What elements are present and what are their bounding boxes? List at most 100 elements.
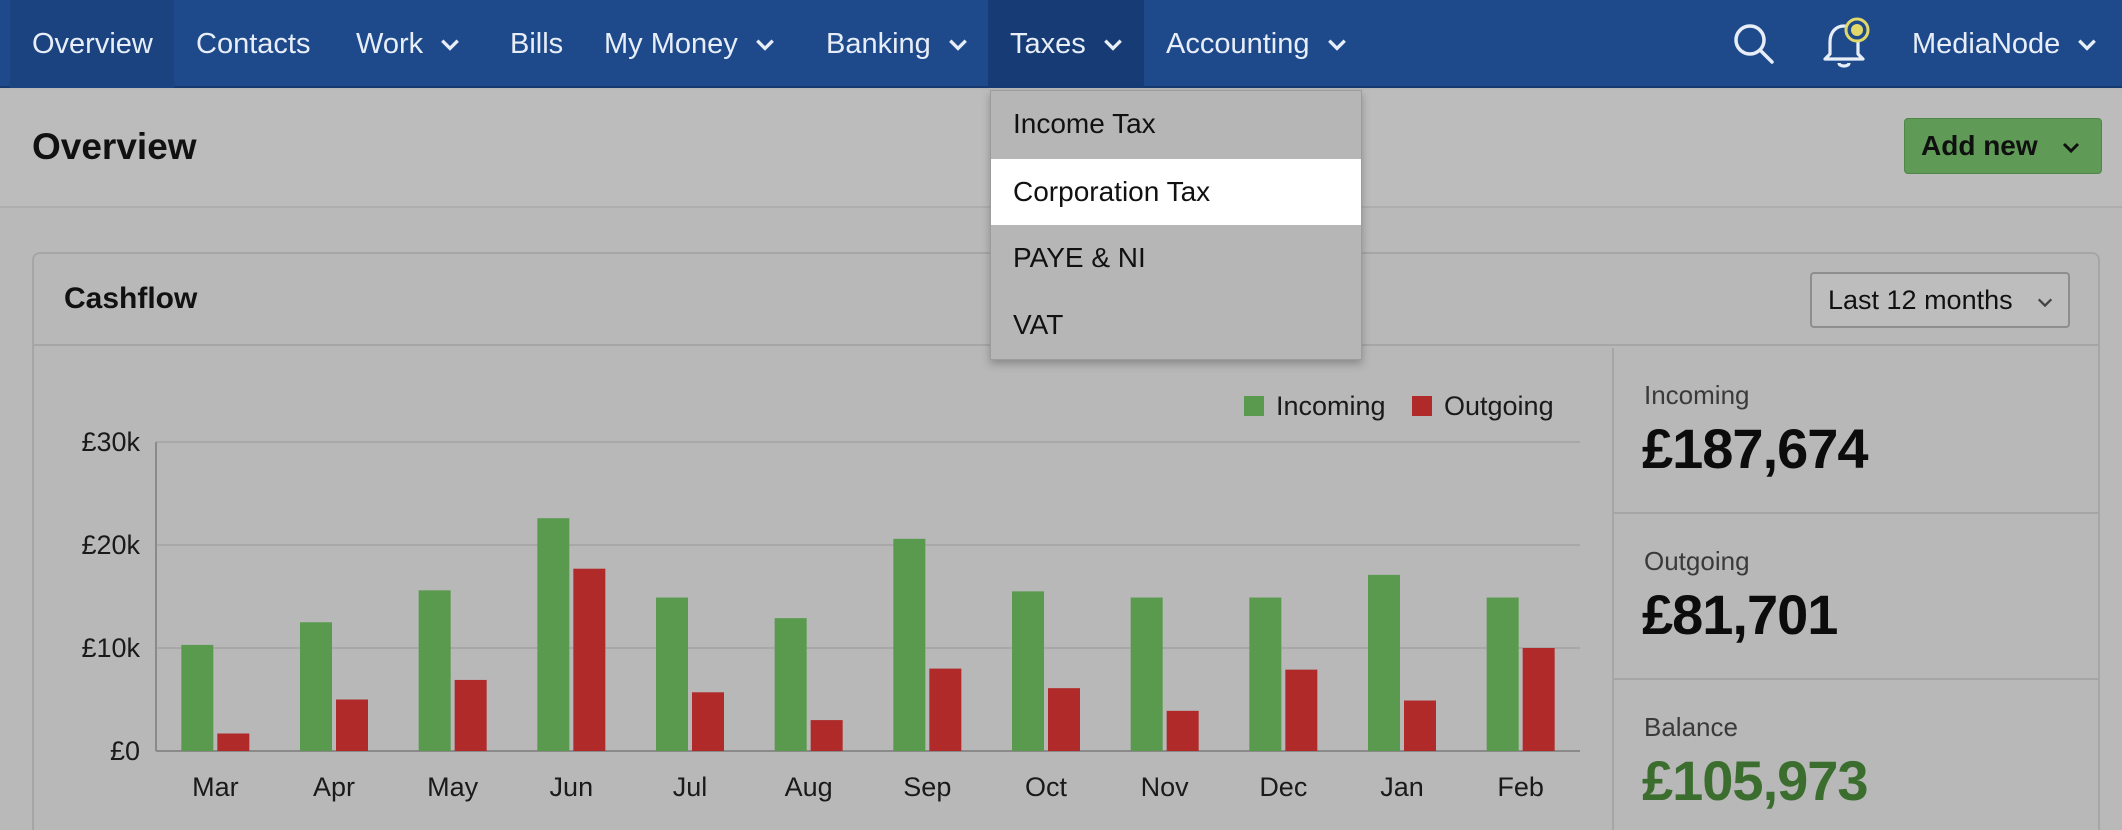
outgoing-bar xyxy=(810,720,843,751)
nav-overview[interactable]: Overview xyxy=(10,0,174,88)
chevron-down-icon xyxy=(2062,142,2080,154)
x-tick-label: Dec xyxy=(1259,772,1307,802)
outgoing-legend-swatch xyxy=(1412,396,1432,416)
account-menu[interactable]: MediaNode xyxy=(1912,0,2098,88)
outgoing-bar xyxy=(929,668,962,751)
cashflow-bar-chart: £0 £10k £20k £30k Mar Apr May Jun Jul Aug Sep Oct No… xyxy=(81,391,1580,802)
chevron-down-icon xyxy=(2078,39,2097,51)
y-tick-label: £20k xyxy=(81,530,140,560)
menu-item-vat[interactable]: VAT xyxy=(991,292,1361,358)
outgoing-label: Outgoing xyxy=(1644,546,1750,576)
balance-label: Balance xyxy=(1644,712,1738,742)
x-tick-label: Oct xyxy=(1025,772,1068,802)
incoming-bar xyxy=(1249,597,1282,751)
outgoing-bar xyxy=(217,733,250,751)
x-tick-label: Jun xyxy=(550,772,594,802)
incoming-bar xyxy=(181,644,214,751)
menu-item-paye-ni[interactable]: PAYE & NI xyxy=(991,225,1361,291)
notifications-button[interactable] xyxy=(1820,0,1870,88)
menu-item-label: Corporation Tax xyxy=(1013,176,1211,207)
outgoing-bar xyxy=(336,699,368,751)
legend-label: Incoming xyxy=(1276,391,1386,421)
nav-contacts[interactable]: Contacts xyxy=(196,0,310,88)
menu-item-label: Income Tax xyxy=(1013,108,1156,139)
x-tick-label: Sep xyxy=(903,772,951,802)
outgoing-bar xyxy=(1522,648,1555,751)
nav-work-label: Work xyxy=(356,27,424,60)
outgoing-bar xyxy=(454,679,487,751)
incoming-bar xyxy=(537,518,570,751)
x-tick-label: Aug xyxy=(785,772,833,802)
incoming-bar xyxy=(1130,597,1163,751)
search-icon xyxy=(1734,24,1774,64)
nav-overview-label: Overview xyxy=(32,27,153,60)
incoming-bar xyxy=(1486,597,1519,751)
cashflow-chart: £0 £10k £20k £30k Mar Apr May Jun Jul Aug Sep Oct No… xyxy=(34,348,1612,830)
incoming-stat: Incoming £187,674 xyxy=(1614,348,2100,514)
nav-accounting-label: Accounting xyxy=(1166,27,1310,60)
incoming-legend-swatch xyxy=(1244,396,1264,416)
nav-my-money-label: My Money xyxy=(604,27,738,60)
menu-item-label: PAYE & NI xyxy=(1013,242,1146,273)
x-tick-label: Mar xyxy=(192,772,239,802)
outgoing-bar xyxy=(573,568,606,751)
incoming-bar xyxy=(418,590,451,751)
page-title: Overview xyxy=(32,126,197,167)
incoming-bar xyxy=(656,597,688,751)
nav-banking[interactable]: Banking xyxy=(826,0,969,88)
cashflow-stats: Incoming £187,674 Outgoing £81,701 Balan… xyxy=(1612,348,2100,830)
add-new-label: Add new xyxy=(1921,130,2038,161)
notification-bell-icon xyxy=(1823,17,1870,68)
y-tick-label: £30k xyxy=(81,427,140,457)
chevron-down-icon xyxy=(948,39,967,51)
nav-my-money[interactable]: My Money xyxy=(604,0,776,88)
x-tick-label: May xyxy=(427,772,479,802)
chevron-down-icon xyxy=(1103,39,1122,51)
cashflow-title: Cashflow xyxy=(64,282,198,315)
nav-banking-label: Banking xyxy=(826,27,931,60)
period-select[interactable]: Last 12 months xyxy=(1810,272,2070,328)
incoming-bar xyxy=(1012,591,1044,751)
x-tick-label: Apr xyxy=(313,772,355,802)
y-tick-label: £10k xyxy=(81,633,140,663)
outgoing-bar xyxy=(1404,700,1436,751)
nav-taxes-label: Taxes xyxy=(1010,27,1086,60)
x-tick-label: Nov xyxy=(1141,772,1190,802)
chevron-down-icon xyxy=(441,39,460,51)
search-button[interactable] xyxy=(1732,0,1776,88)
balance-value: £105,973 xyxy=(1642,749,1869,812)
period-select-value: Last 12 months xyxy=(1828,284,2013,315)
account-name: MediaNode xyxy=(1912,27,2061,60)
incoming-bar xyxy=(1368,574,1400,751)
nav-bills[interactable]: Bills xyxy=(510,0,563,88)
x-tick-label: Feb xyxy=(1497,772,1544,802)
chevron-down-icon xyxy=(2037,298,2053,308)
incoming-bar xyxy=(893,538,926,751)
chevron-down-icon xyxy=(1327,39,1346,51)
incoming-bar xyxy=(300,622,332,751)
add-new-button[interactable]: Add new xyxy=(1904,118,2102,174)
nav-accounting[interactable]: Accounting xyxy=(1166,0,1348,88)
chevron-down-icon xyxy=(755,39,774,51)
outgoing-value: £81,701 xyxy=(1642,583,1838,646)
nav-taxes[interactable]: Taxes xyxy=(988,0,1144,88)
taxes-dropdown-menu: Income Tax Corporation Tax PAYE & NI VAT xyxy=(990,90,1362,360)
incoming-bar xyxy=(774,618,807,751)
balance-stat: Balance £105,973 xyxy=(1614,680,2100,830)
menu-item-label: VAT xyxy=(1013,309,1064,340)
y-tick-label: £0 xyxy=(110,736,140,766)
top-navigation: Overview Contacts Work Bills My Money Ba… xyxy=(0,0,2122,88)
outgoing-bar xyxy=(692,692,724,751)
nav-work[interactable]: Work xyxy=(356,0,461,88)
outgoing-stat: Outgoing £81,701 xyxy=(1614,514,2100,680)
incoming-label: Incoming xyxy=(1644,380,1750,410)
outgoing-bar xyxy=(1048,688,1080,751)
menu-item-income-tax[interactable]: Income Tax xyxy=(991,91,1361,157)
x-tick-label: Jan xyxy=(1380,772,1424,802)
outgoing-bar xyxy=(1166,710,1199,751)
outgoing-bar xyxy=(1285,669,1318,751)
x-tick-label: Jul xyxy=(673,772,708,802)
nav-contacts-label: Contacts xyxy=(196,27,311,60)
legend-label: Outgoing xyxy=(1444,391,1554,421)
menu-item-corporation-tax[interactable]: Corporation Tax xyxy=(991,159,1361,225)
